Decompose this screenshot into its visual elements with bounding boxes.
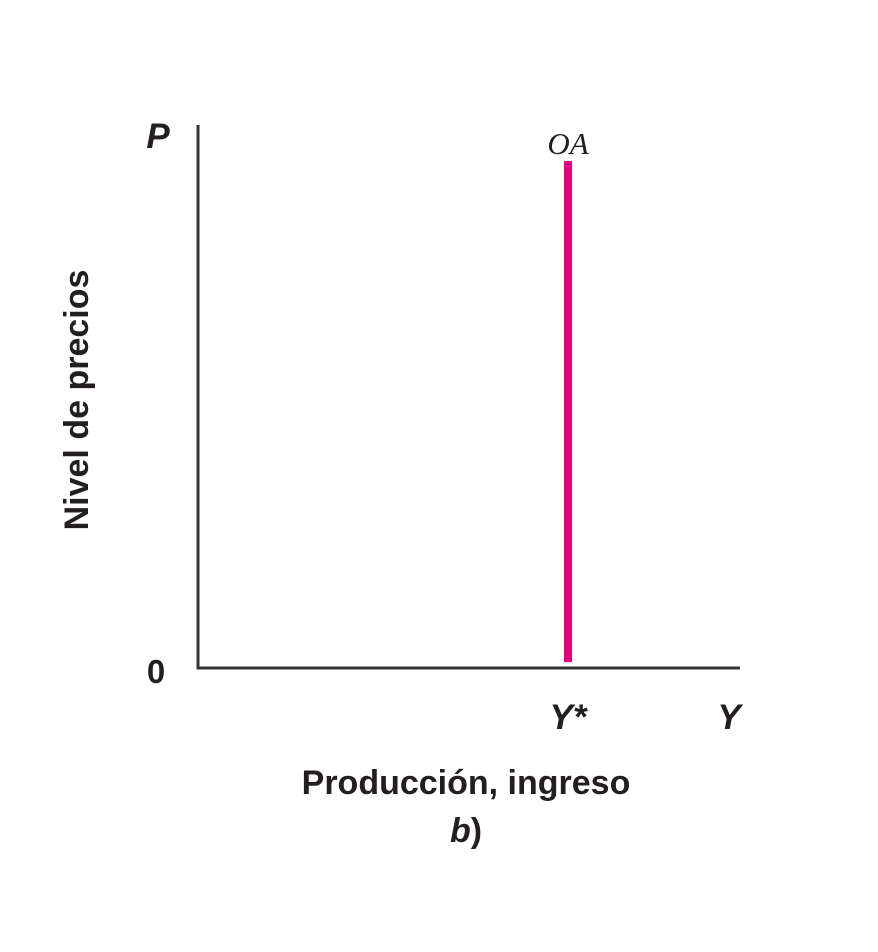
y-star-tick-label: Y* <box>550 698 588 737</box>
panel-letter: b <box>450 812 471 850</box>
oa-curve-label: OA <box>547 126 589 161</box>
panel-paren: ) <box>471 812 482 850</box>
x-axis-symbol: Y <box>717 698 743 737</box>
origin-label: 0 <box>147 653 165 690</box>
y-axis-title: Nivel de precios <box>58 270 96 531</box>
x-axis-title: Producción, ingreso <box>302 764 631 802</box>
y-axis-symbol: P <box>146 117 170 156</box>
panel-caption: b) <box>450 812 482 850</box>
